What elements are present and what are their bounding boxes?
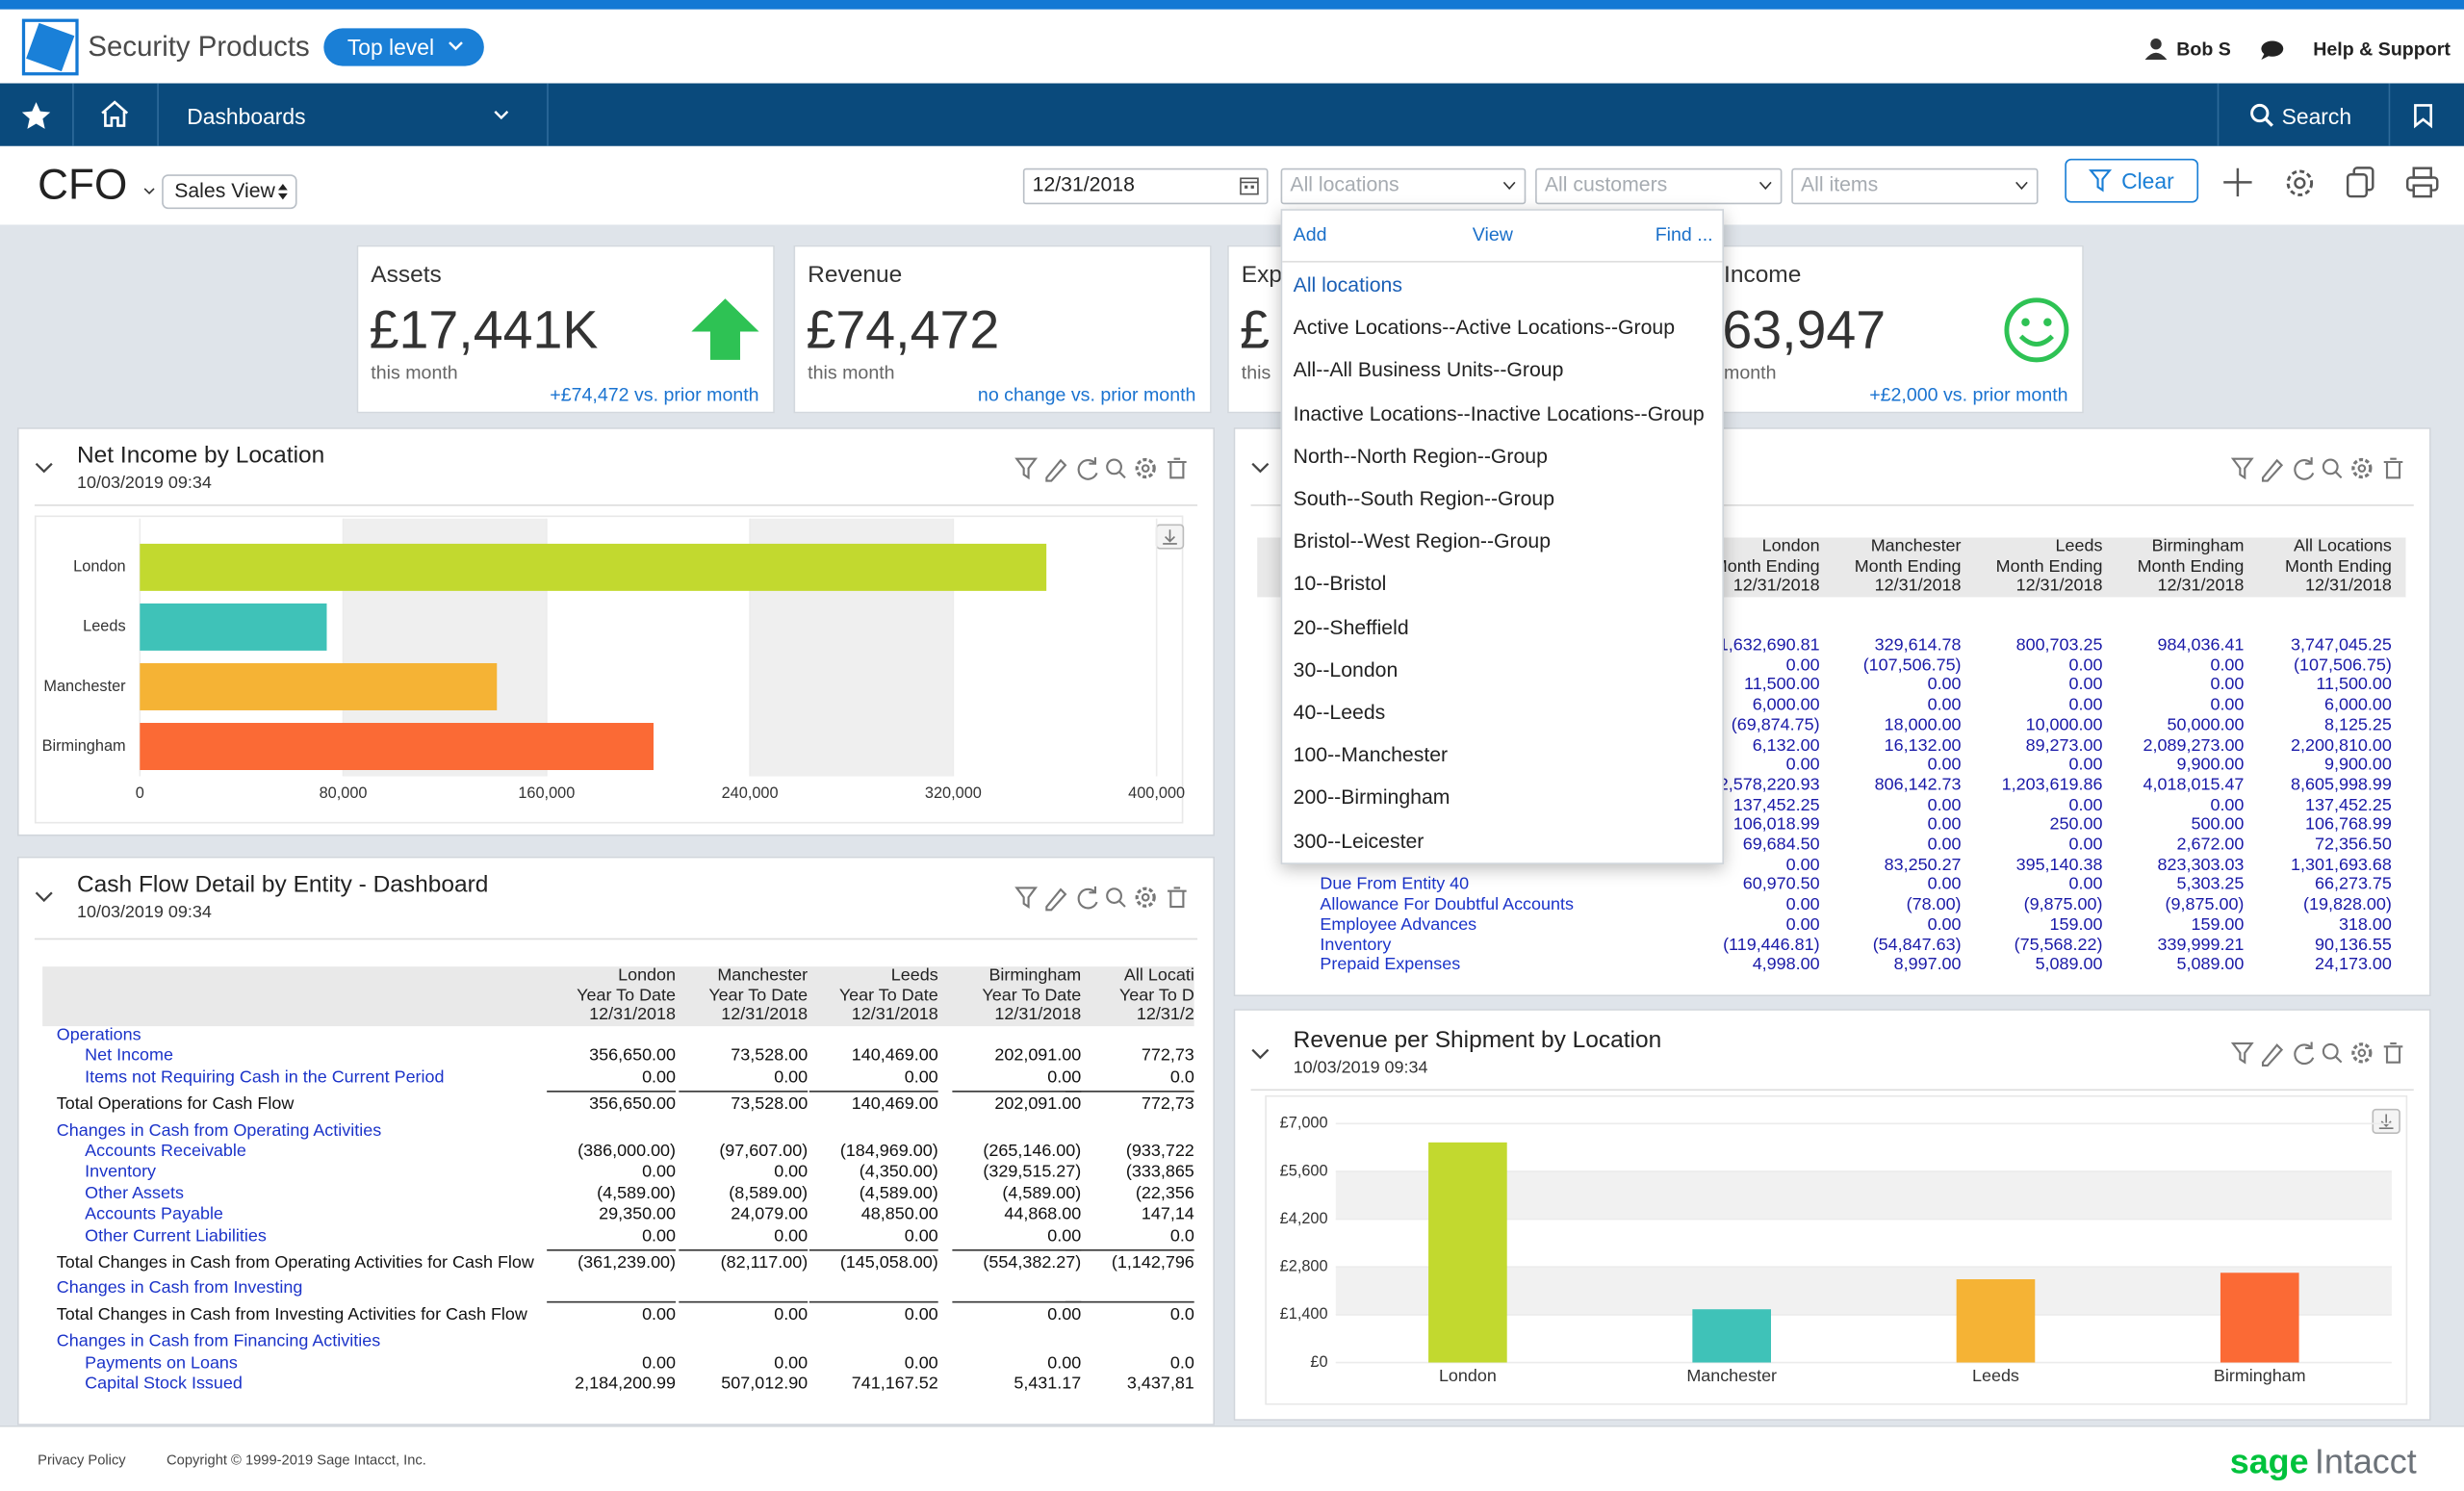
menu-item[interactable]: All--All Business Units--Group <box>1294 360 1564 383</box>
bar <box>140 663 497 710</box>
search-icon <box>1107 460 1121 475</box>
search-icon <box>2336 1057 2342 1063</box>
collapse-chevron <box>37 464 52 472</box>
delete-icon <box>2384 459 2403 478</box>
search-icon <box>1119 901 1125 907</box>
panel-tools[interactable] <box>1016 887 1186 910</box>
collapse-chevron <box>1252 464 1268 472</box>
search-icon <box>2323 1044 2338 1059</box>
refresh-icon <box>1079 887 1097 909</box>
bar <box>1428 1143 1507 1363</box>
menu-item[interactable]: All locations <box>1294 274 1402 297</box>
menu-item[interactable]: 40--Leeds <box>1294 702 1386 725</box>
delete-icon <box>1168 459 1187 478</box>
footer-brand: sage <box>2230 1442 2309 1481</box>
refresh-icon <box>2295 457 2313 479</box>
filter-icon <box>2233 1043 2252 1063</box>
menu-item[interactable]: North--North Region--Group <box>1294 446 1548 469</box>
edit-icon <box>2263 1045 2282 1066</box>
settings-icon <box>2359 1050 2366 1057</box>
menu-action[interactable]: Find ... <box>1656 225 1713 247</box>
filter-icon <box>2233 459 2252 478</box>
x-tick-label: 0 <box>136 784 144 802</box>
menu-item[interactable]: Bristol--West Region--Group <box>1294 530 1551 553</box>
collapse-chevron <box>1252 1050 1268 1058</box>
privacy-link[interactable]: Privacy Policy <box>38 1452 125 1468</box>
filter-icon <box>1016 459 1036 478</box>
menu-item[interactable]: 100--Manchester <box>1294 744 1448 767</box>
filter-icon <box>1016 887 1036 907</box>
refresh-icon <box>2295 1041 2313 1064</box>
x-tick-label: 320,000 <box>925 784 982 802</box>
x-tick-label: Birmingham <box>2214 1366 2306 1385</box>
footer-product: Intacct <box>2315 1442 2417 1481</box>
y-tick-label: £7,000 <box>1280 1115 1328 1132</box>
copyright: Copyright © 1999-2019 Sage Intacct, Inc. <box>167 1452 426 1468</box>
y-tick-label: £1,400 <box>1280 1305 1328 1323</box>
menu-item[interactable]: Inactive Locations--Inactive Locations--… <box>1294 402 1705 425</box>
edit-icon <box>1046 460 1065 480</box>
bar <box>140 723 654 770</box>
y-tick-label: London <box>73 558 125 576</box>
menu-divider <box>1282 261 1722 263</box>
search-icon <box>1107 888 1121 903</box>
search-icon <box>1119 473 1125 478</box>
menu-action[interactable]: View <box>1473 225 1513 247</box>
collapse-chevron <box>37 892 52 900</box>
x-tick-label: 400,000 <box>1128 784 1185 802</box>
settings-icon <box>1142 465 1149 472</box>
bar <box>1957 1279 2036 1363</box>
search-icon <box>2336 473 2342 478</box>
bar <box>2220 1272 2299 1362</box>
location-menu: Add View Find ... All locations Active Locat… <box>1281 209 1724 864</box>
delete-icon <box>2384 1043 2403 1063</box>
settings-icon <box>1137 460 1154 477</box>
panel-tools[interactable] <box>2233 457 2402 480</box>
x-tick-label: London <box>1439 1366 1497 1385</box>
menu-item[interactable]: 30--London <box>1294 659 1399 682</box>
x-tick-label: Leeds <box>1972 1366 2019 1385</box>
menu-item[interactable]: 20--Sheffield <box>1294 616 1409 639</box>
menu-item[interactable]: 300--Leicester <box>1294 830 1424 853</box>
settings-icon <box>1142 894 1149 901</box>
settings-icon <box>2353 460 2371 477</box>
y-tick-label: £2,800 <box>1280 1258 1328 1275</box>
y-tick-label: £0 <box>1310 1353 1327 1371</box>
refresh-icon <box>1079 457 1097 479</box>
delete-icon <box>1168 887 1187 907</box>
y-tick-label: £4,200 <box>1280 1210 1328 1227</box>
x-tick-label: 240,000 <box>722 784 779 802</box>
settings-icon <box>1137 888 1154 906</box>
edit-icon <box>2263 460 2282 480</box>
menu-item[interactable]: Active Locations--Active Locations--Grou… <box>1294 317 1675 340</box>
panel-tools[interactable] <box>1016 457 1186 480</box>
settings-icon <box>2353 1044 2371 1062</box>
edit-icon <box>1046 889 1065 910</box>
search-icon <box>2323 460 2338 475</box>
x-tick-label: Manchester <box>1686 1366 1777 1385</box>
menu-item[interactable]: South--South Region--Group <box>1294 488 1554 511</box>
menu-action[interactable]: Add <box>1294 225 1327 247</box>
y-tick-label: Leeds <box>83 618 125 635</box>
x-tick-label: 160,000 <box>518 784 575 802</box>
y-tick-label: Manchester <box>43 678 126 695</box>
menu-item[interactable]: 10--Bristol <box>1294 574 1387 597</box>
y-tick-label: Birmingham <box>42 737 126 755</box>
bar <box>140 544 1046 591</box>
x-tick-label: 80,000 <box>320 784 368 802</box>
y-tick-label: £5,600 <box>1280 1162 1328 1179</box>
settings-icon <box>2359 465 2366 472</box>
menu-item[interactable]: 200--Birmingham <box>1294 787 1450 810</box>
bar <box>1692 1309 1771 1362</box>
bar <box>140 604 326 651</box>
panel-tools[interactable] <box>2233 1041 2402 1065</box>
